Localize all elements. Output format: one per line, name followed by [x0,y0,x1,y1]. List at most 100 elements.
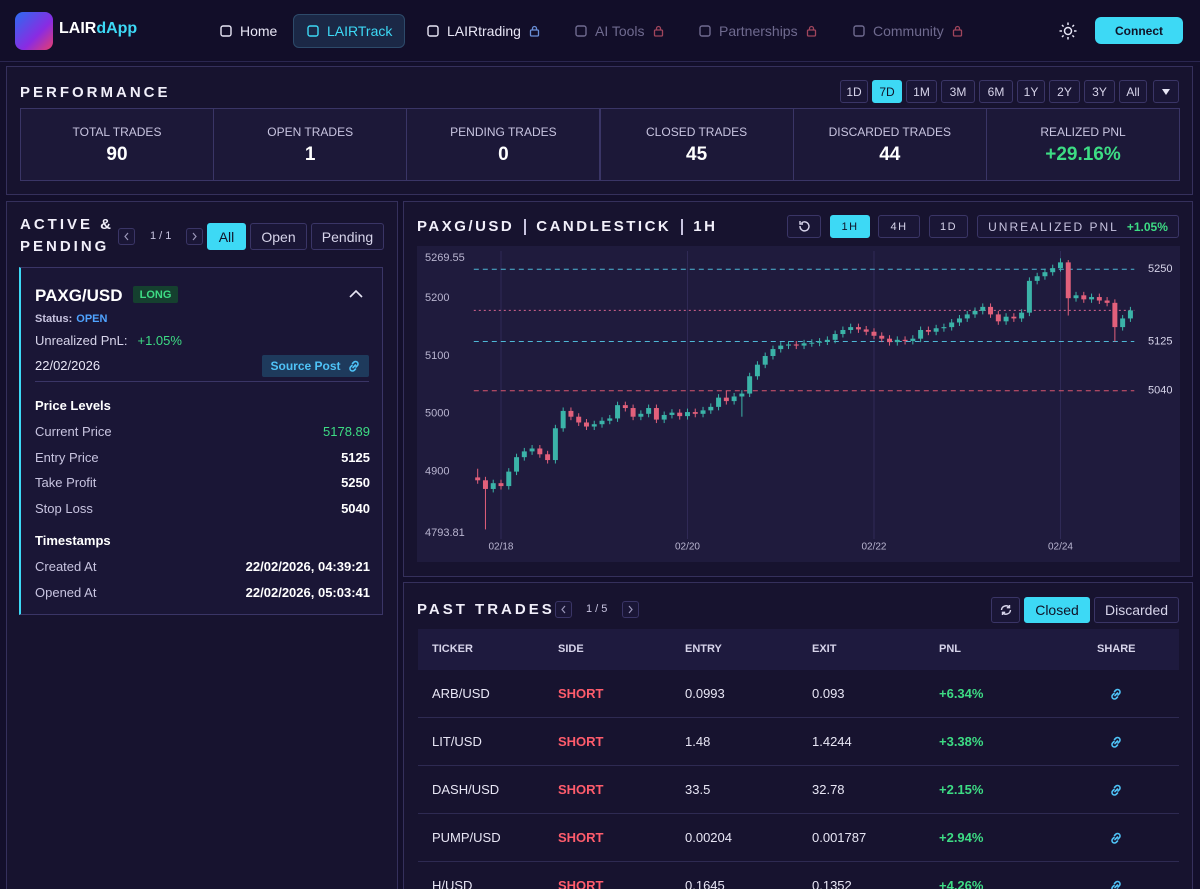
table-row [418,814,1179,862]
candlestick-chart: 02/18 02/20 02/22 02/24 5269.55 5200 5100 5000 4… [417,246,1180,562]
range-button[interactable]: 2Y [1049,80,1080,103]
range-button[interactable]: 3M [941,80,975,103]
share-link[interactable] [1109,831,1123,845]
tab-button[interactable]: Discarded [1094,597,1179,623]
nav-item[interactable]: LAIRTrack [293,14,406,48]
candle-body [607,418,613,421]
range-button[interactable]: 3Y [1084,80,1115,103]
table-cell: 0.093 [812,686,845,701]
filter-button[interactable]: All [207,223,246,250]
candle-body [692,412,698,414]
timestamp-value: 22/02/2026, 04:39:21 [245,559,370,574]
candle-body [646,408,652,414]
tab-button[interactable]: Closed [1024,597,1090,623]
candle-body [1089,297,1095,300]
candle-body [1120,318,1126,328]
stat-value: 44 [879,144,901,165]
refresh-button[interactable] [991,597,1020,623]
candle-body [599,420,605,425]
candle-body [1026,280,1032,313]
reset-button[interactable] [787,215,821,238]
x-tick-label: 02/22 [861,542,886,553]
table-cell: 1.4244 [812,734,852,749]
prev-page[interactable] [555,601,572,618]
range-button[interactable]: 1M [906,80,937,103]
candle-body [964,314,970,319]
stat-label: REALIZED PNL [1040,125,1126,139]
range-button[interactable]: 6M [979,80,1013,103]
table-cell: SHORT [558,686,604,701]
page-indicator: 1 / 1 [150,230,172,242]
stat-label: OPEN TRADES [267,125,354,139]
stat-value: 1 [304,144,316,165]
candle-body [949,322,955,328]
nav-item[interactable]: LAIRtrading [414,14,553,48]
range-button[interactable]: 1Y [1017,80,1045,103]
share-link[interactable] [1109,879,1123,889]
candle-body [1081,295,1087,300]
x-tick-label: 02/18 [488,542,513,553]
chevron [192,232,197,241]
table-cell: +6.34% [939,686,984,701]
lock-icon [952,25,962,37]
stat-value: 45 [686,144,708,165]
level-value: 5125 [341,449,370,465]
next-page[interactable] [186,228,203,245]
position-card [19,267,383,615]
candle-body [1096,297,1102,301]
stat-label: TOTAL TRADES [72,125,162,139]
candle-body [1065,262,1071,299]
candle-body [887,338,893,343]
range-button[interactable]: 7D [872,80,902,103]
timestamp-label: Created At [35,559,97,574]
table-cell: 0.1352 [812,878,852,889]
candle-body [855,327,861,330]
share-link[interactable] [1109,783,1123,797]
interval-button[interactable]: 4H [878,215,920,238]
table-header [418,629,1179,670]
stat-value: 90 [106,144,128,165]
nav-label: LAIRTrack [327,23,393,39]
candle-body [988,306,994,315]
candle-body [685,412,690,417]
candle-body [739,393,745,397]
nav-item[interactable]: AI Tools [562,14,677,48]
interval-button[interactable]: 1D [929,215,968,238]
range-button[interactable]: All [1119,80,1147,103]
nav-item[interactable]: Community [840,14,976,48]
stat-label: DISCARDED TRADES [828,125,952,139]
logo-icon[interactable] [15,12,53,50]
prev-page[interactable] [118,228,135,245]
share-link[interactable] [1109,735,1123,749]
connect-button[interactable]: Connect [1095,17,1183,44]
filter-button[interactable]: Pending [311,223,384,250]
candle-body [1042,272,1048,277]
range-button[interactable]: 1D [840,80,868,103]
timestamp-label: Opened At [35,585,97,600]
candle-body [498,483,504,487]
theme-toggle[interactable] [1059,22,1077,40]
position-date: 22/02/2026 [35,358,101,373]
candle-body [747,376,753,394]
candle-body [793,344,799,346]
stat-card: TOTAL TRADES 90 [20,108,214,181]
candle-body [653,408,659,420]
table-cell: 1.48 [685,734,711,749]
nav-item[interactable]: Home [207,14,289,48]
source-post-button[interactable]: Source Post [262,355,369,377]
candle-body [918,329,924,339]
candle-body [786,344,791,346]
nav-label: LAIRtrading [447,23,521,39]
chevron [561,605,566,614]
filter-button[interactable]: Open [250,223,307,250]
share-link[interactable] [1109,687,1123,701]
nav-item[interactable]: Partnerships [686,14,830,48]
range-dropdown[interactable] [1153,80,1179,103]
level-value: 5040 [341,500,370,516]
candle-body [1011,316,1017,319]
unrealized-line: Unrealized PnL: +1.05% [35,333,182,348]
interval-button[interactable]: 1H [830,215,870,238]
collapse-toggle[interactable] [349,288,363,300]
x-tick-label: 02/24 [1048,542,1073,553]
next-page[interactable] [622,601,639,618]
